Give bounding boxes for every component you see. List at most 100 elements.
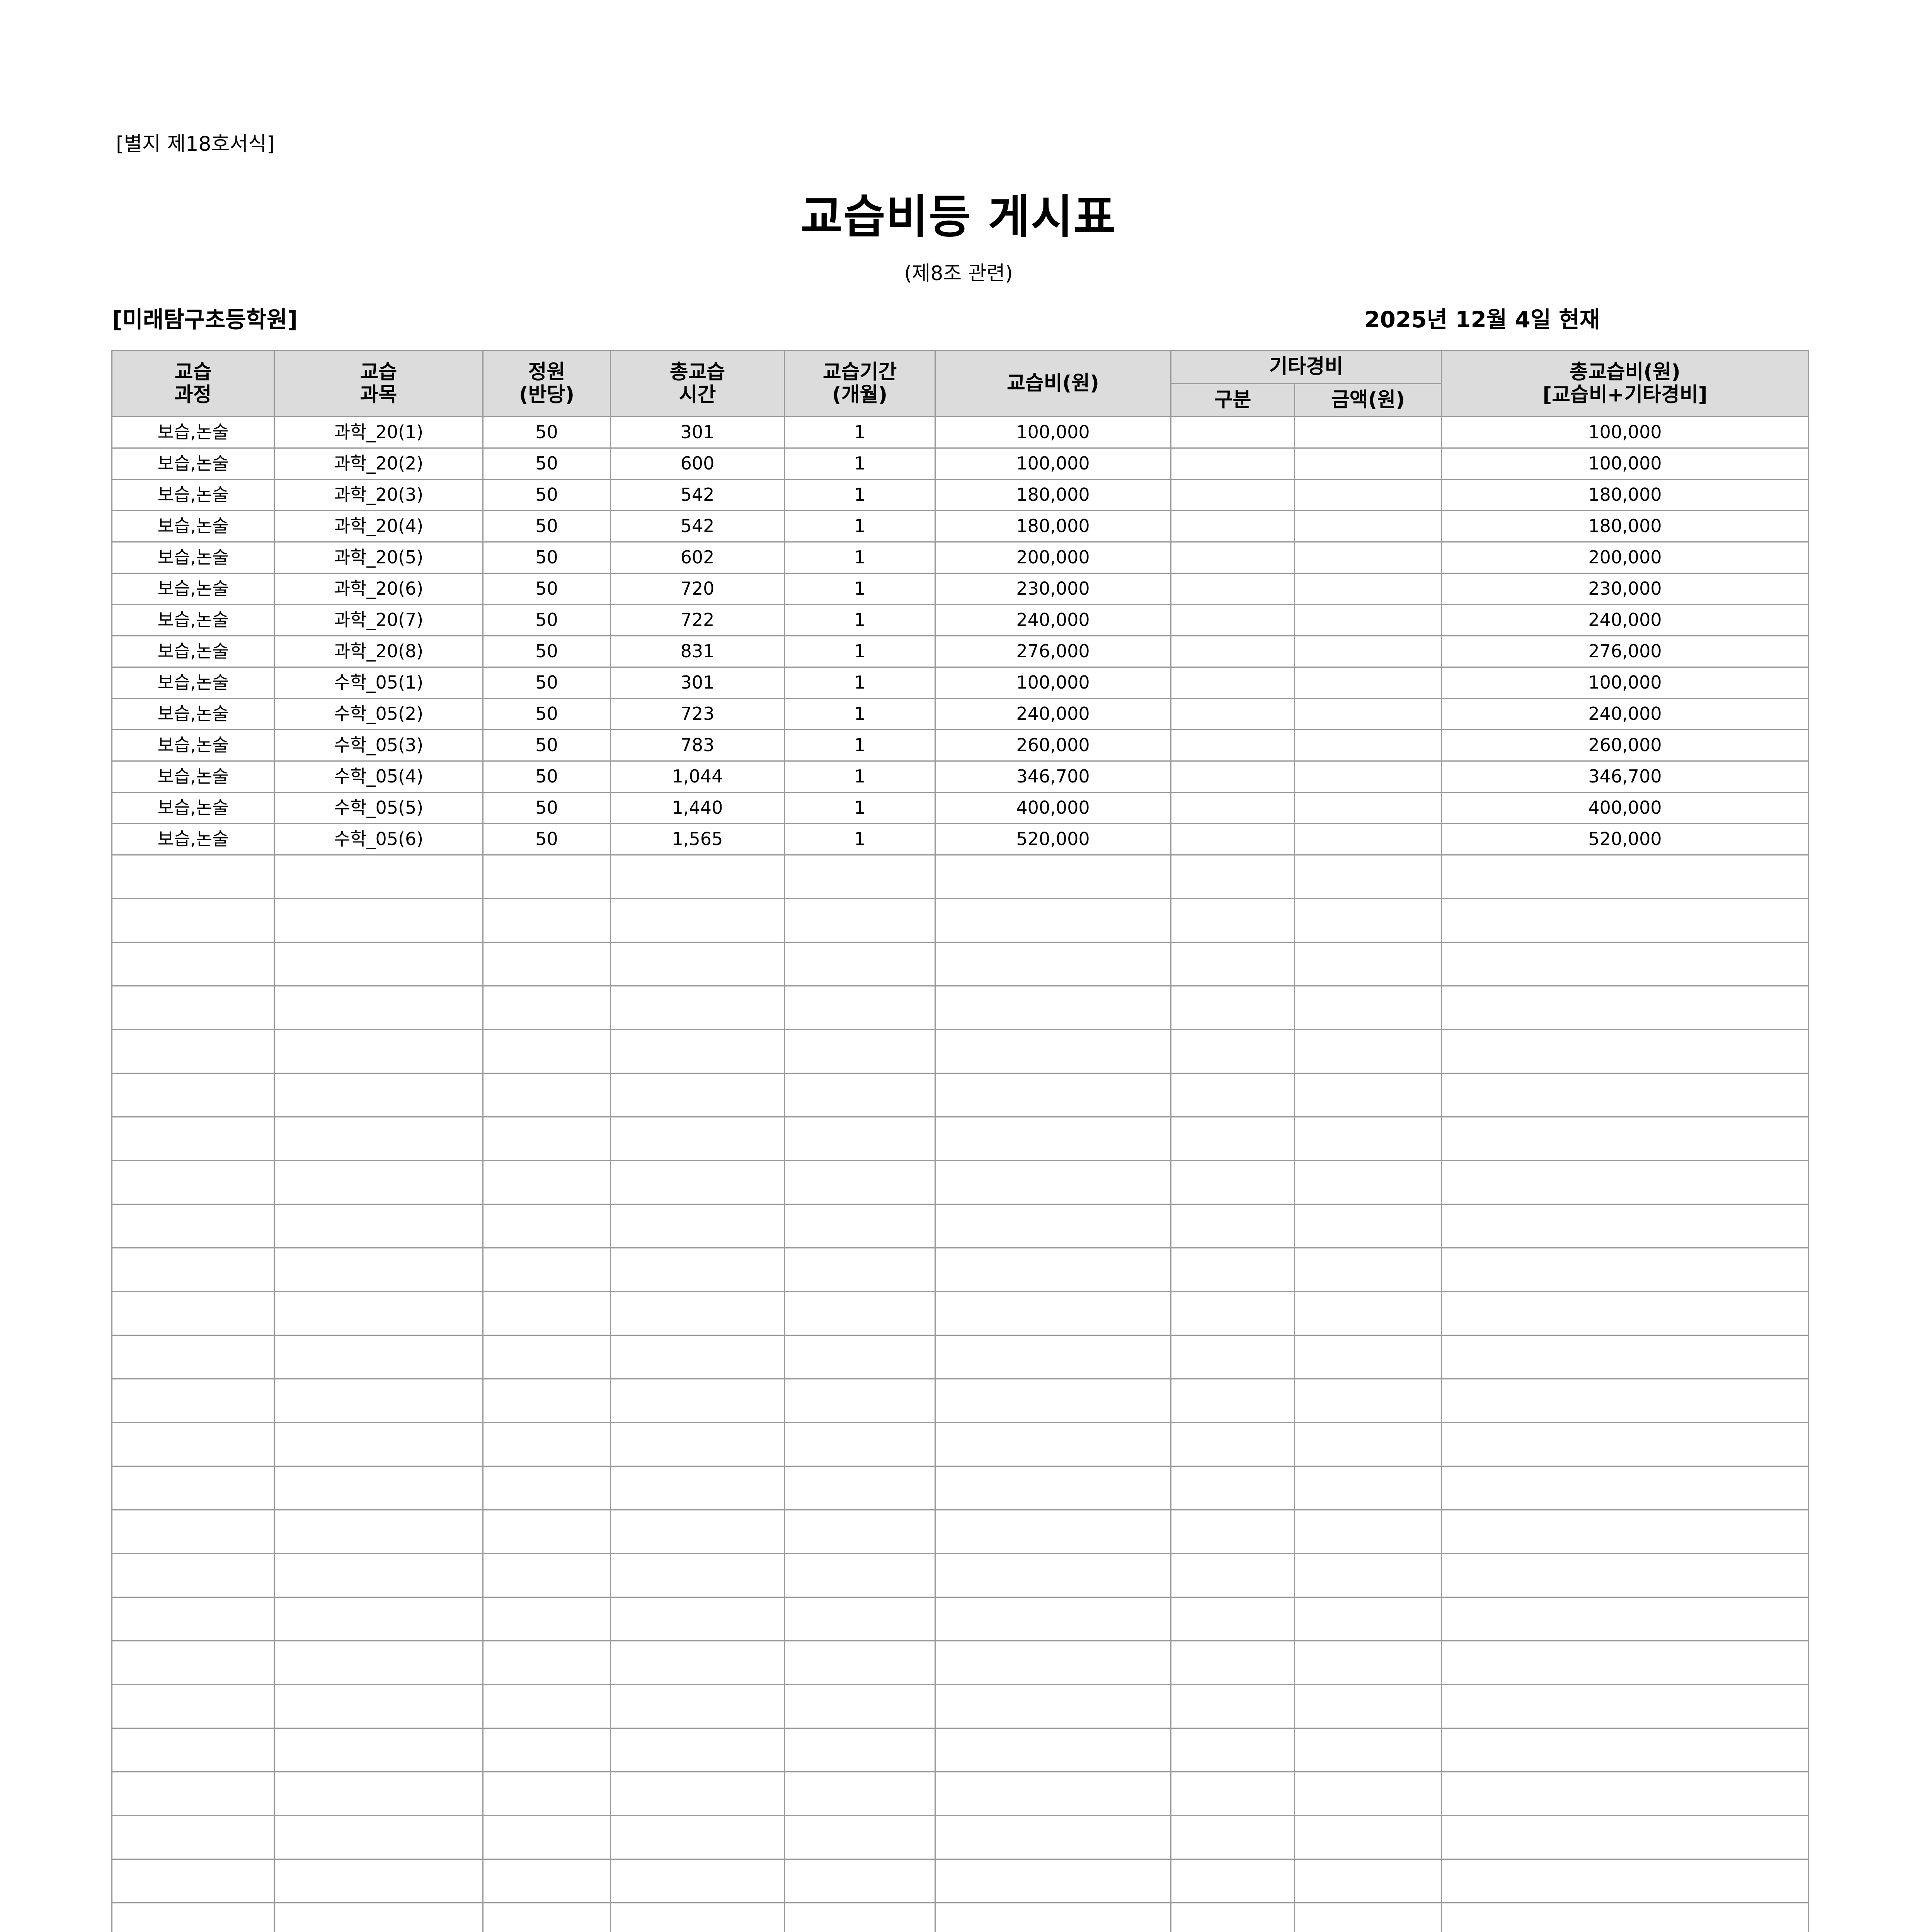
- cell-grand-total: 400,000: [1441, 792, 1809, 824]
- cell-capacity-empty: [482, 1728, 611, 1772]
- cell-period-empty: [784, 1422, 936, 1467]
- cell-period-empty: [784, 1204, 936, 1248]
- cell-course: 보습,논술: [111, 823, 275, 855]
- table-header-row-2: 구분 금액(원): [112, 383, 1809, 417]
- cell-other-expense-type: [1170, 823, 1295, 855]
- table-row-empty: [111, 1422, 1809, 1467]
- cell-period: 1: [784, 604, 936, 636]
- cell-grand-total-empty: [1441, 1204, 1809, 1248]
- cell-grand-total-empty: [1441, 1509, 1809, 1554]
- cell-tuition-fee: 100,000: [935, 416, 1171, 449]
- cell-subject: 수학_05(5): [274, 792, 484, 824]
- cell-total-hours-empty: [610, 1815, 785, 1860]
- cell-period-empty: [784, 1466, 936, 1510]
- cell-grand-total: 240,000: [1441, 604, 1809, 636]
- cell-tuition-fee: 180,000: [935, 510, 1171, 543]
- cell-other-expense-amount-empty: [1294, 1597, 1442, 1641]
- cell-tuition-fee-empty: [935, 1378, 1171, 1423]
- cell-course: 보습,논술: [111, 510, 275, 543]
- cell-period-empty: [784, 1378, 936, 1423]
- cell-subject-empty: [274, 1553, 484, 1598]
- cell-grand-total-empty: [1441, 1466, 1809, 1510]
- table-row: 보습,논술 과학_20(8) 50 831 1 276,000 276,000: [111, 635, 1809, 668]
- table-row-empty: [111, 1335, 1809, 1379]
- cell-course-empty: [111, 1204, 275, 1248]
- table-row-empty: [111, 1160, 1809, 1205]
- table-row: 보습,논술 수학_05(6) 50 1,565 1 520,000 520,000: [111, 823, 1809, 855]
- cell-other-expense-amount: [1294, 667, 1442, 699]
- cell-total-hours: 1,565: [610, 823, 785, 855]
- cell-subject: 과학_20(3): [274, 479, 484, 511]
- cell-course-empty: [111, 1640, 275, 1685]
- cell-other-expense-type-empty: [1170, 942, 1295, 986]
- cell-subject-empty: [274, 1728, 484, 1772]
- cell-grand-total: 100,000: [1441, 447, 1809, 480]
- cell-other-expense-type-empty: [1170, 1291, 1295, 1336]
- cell-tuition-fee: 346,700: [935, 760, 1171, 793]
- form-number-label: [별지 제18호서식]: [116, 133, 275, 156]
- cell-total-hours-empty: [610, 1771, 785, 1816]
- cell-course-empty: [111, 898, 275, 943]
- cell-tuition-fee-empty: [935, 1902, 1171, 1932]
- cell-period-empty: [784, 854, 936, 899]
- cell-total-hours-empty: [610, 1247, 785, 1292]
- cell-grand-total: 200,000: [1441, 541, 1809, 574]
- cell-grand-total-empty: [1441, 1247, 1809, 1292]
- cell-grand-total-empty: [1441, 1859, 1809, 1903]
- cell-total-hours-empty: [610, 1335, 785, 1379]
- cell-tuition-fee-empty: [935, 1291, 1171, 1336]
- table-row-empty: [111, 1815, 1809, 1860]
- cell-other-expense-amount: [1294, 698, 1442, 730]
- cell-total-hours-empty: [610, 1902, 785, 1932]
- cell-grand-total-empty: [1441, 1073, 1809, 1117]
- table-row: 보습,논술 수학_05(1) 50 301 1 100,000 100,000: [111, 667, 1809, 699]
- cell-subject-empty: [274, 942, 484, 986]
- cell-other-expense-amount-empty: [1294, 1378, 1442, 1423]
- cell-course-empty: [111, 1422, 275, 1467]
- page-subtitle: (제8조 관련): [904, 262, 1013, 285]
- cell-other-expense-amount: [1294, 416, 1442, 449]
- cell-other-expense-type-empty: [1170, 1029, 1295, 1074]
- cell-period: 1: [784, 635, 936, 668]
- cell-subject-empty: [274, 1684, 484, 1729]
- cell-other-expense-type: [1170, 541, 1295, 574]
- cell-capacity-empty: [482, 898, 611, 943]
- cell-subject-empty: [274, 1771, 484, 1816]
- cell-tuition-fee-empty: [935, 1553, 1171, 1598]
- cell-total-hours: 1,440: [610, 792, 785, 824]
- cell-tuition-fee-empty: [935, 1422, 1171, 1467]
- cell-other-expense-amount: [1294, 573, 1442, 605]
- cell-course-empty: [111, 1859, 275, 1903]
- cell-period-empty: [784, 1859, 936, 1903]
- cell-total-hours-empty: [610, 1728, 785, 1772]
- cell-capacity-empty: [482, 1335, 611, 1379]
- cell-period-empty: [784, 1073, 936, 1117]
- cell-period: 1: [784, 447, 936, 480]
- cell-other-expense-amount: [1294, 541, 1442, 574]
- table-row-empty: [111, 898, 1809, 943]
- cell-period: 1: [784, 823, 936, 855]
- table-row-empty: [111, 1771, 1809, 1816]
- cell-other-expense-type-empty: [1170, 1684, 1295, 1729]
- cell-course: 보습,논술: [111, 416, 275, 449]
- cell-capacity: 50: [482, 729, 611, 762]
- table-row: 보습,논술 과학_20(7) 50 722 1 240,000 240,000: [111, 604, 1809, 636]
- cell-other-expense-amount: [1294, 510, 1442, 543]
- cell-capacity-empty: [482, 854, 611, 899]
- cell-total-hours: 600: [610, 447, 785, 480]
- table-row-empty: [111, 1902, 1809, 1932]
- cell-grand-total: 346,700: [1441, 760, 1809, 793]
- cell-total-hours-empty: [610, 898, 785, 943]
- cell-other-expense-amount-empty: [1294, 985, 1442, 1030]
- cell-subject: 과학_20(5): [274, 541, 484, 574]
- cell-grand-total-empty: [1441, 985, 1809, 1030]
- cell-other-expense-amount-empty: [1294, 1422, 1442, 1467]
- cell-tuition-fee-empty: [935, 1597, 1171, 1641]
- cell-period: 1: [784, 698, 936, 730]
- cell-subject-empty: [274, 985, 484, 1030]
- cell-other-expense-type: [1170, 667, 1295, 699]
- cell-other-expense-amount: [1294, 729, 1442, 762]
- cell-course: 보습,논술: [111, 635, 275, 668]
- table-row-empty: [111, 1597, 1809, 1641]
- cell-tuition-fee-empty: [935, 1247, 1171, 1292]
